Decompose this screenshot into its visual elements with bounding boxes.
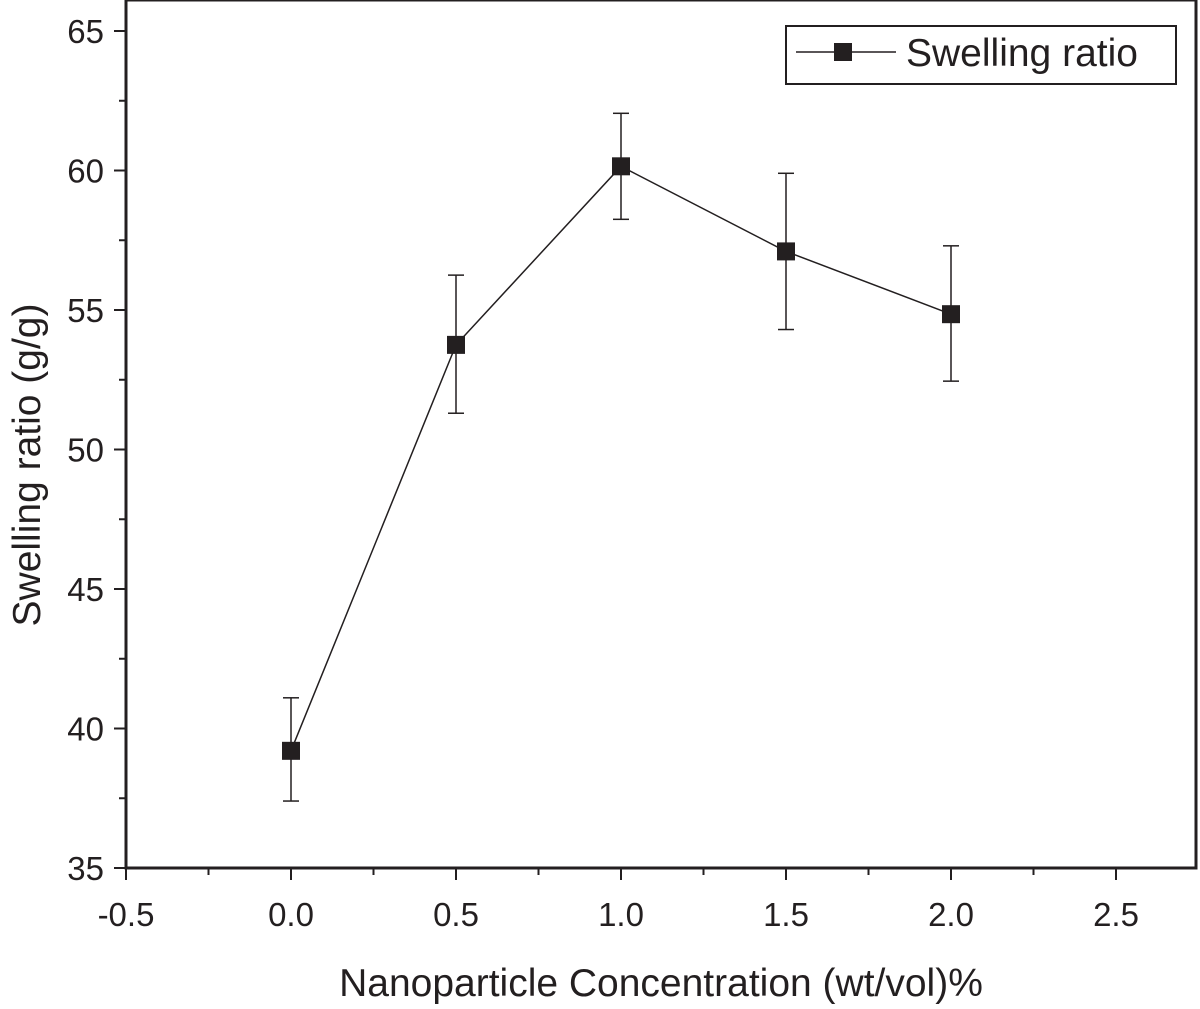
y-tick-label: 65 (67, 13, 104, 50)
data-point (447, 335, 465, 354)
x-axis-title: Nanoparticle Concentration (wt/vol)% (339, 962, 983, 1005)
data-point (612, 157, 630, 176)
x-tick-label: 2.5 (1093, 896, 1139, 933)
y-tick-label: 35 (67, 850, 104, 887)
x-axis: -0.5 0.0 0.5 1.0 1.5 2.0 2.5 (98, 868, 1139, 933)
data-point (942, 305, 960, 324)
y-tick-label: 40 (67, 711, 104, 748)
x-tick-label: 2.0 (928, 896, 974, 933)
y-axis: 35 40 45 50 55 60 65 (67, 13, 126, 887)
legend-marker (834, 43, 852, 61)
x-tick-label: 1.5 (763, 896, 809, 933)
y-tick-label: 55 (67, 292, 104, 329)
y-tick-label: 45 (67, 571, 104, 608)
x-tick-label: 0.5 (433, 896, 479, 933)
series-layer (282, 112, 960, 802)
x-tick-label: -0.5 (98, 896, 155, 933)
x-tick-label: 1.0 (598, 896, 644, 933)
legend: Swelling ratio (785, 25, 1177, 85)
legend-box (785, 25, 1177, 85)
data-point (282, 741, 300, 760)
data-point (777, 242, 795, 261)
y-tick-label: 50 (67, 432, 104, 469)
legend-label: Swelling ratio (906, 32, 1138, 75)
y-axis-title: Swelling ratio (g/g) (6, 304, 49, 627)
plot-frame (124, 0, 1198, 870)
x-tick-label: 0.0 (268, 896, 314, 933)
y-tick-label: 60 (67, 153, 104, 190)
series-line (290, 165, 952, 752)
